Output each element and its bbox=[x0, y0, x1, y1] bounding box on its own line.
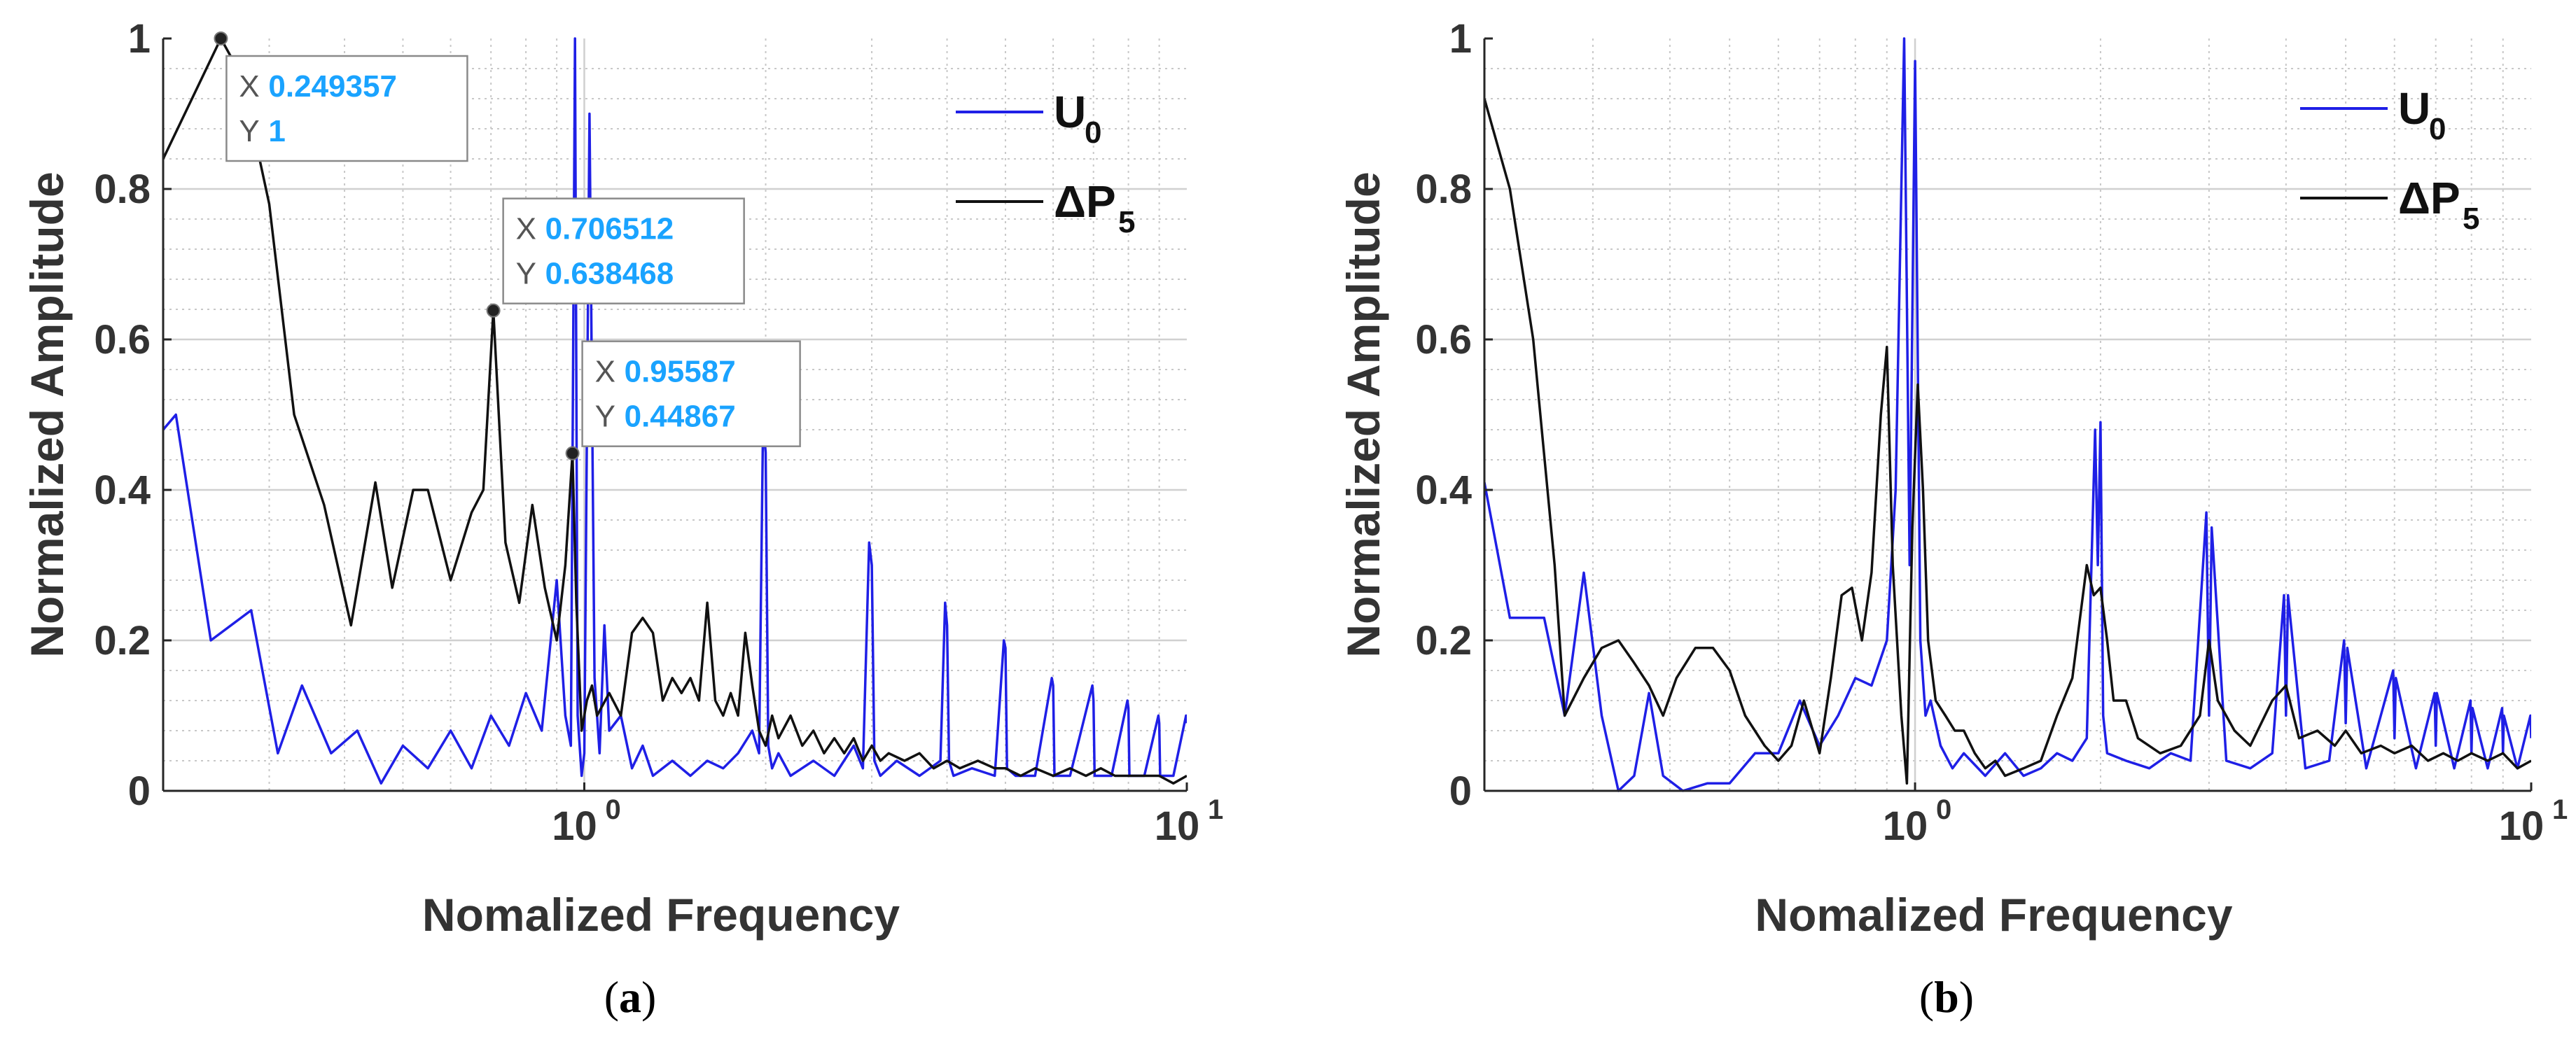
y-tick-label: 0.8 bbox=[94, 167, 151, 212]
x-tick-label: 10 bbox=[552, 803, 597, 849]
y-tick-label: 1 bbox=[1449, 16, 1472, 62]
series-line-u0 bbox=[163, 37, 1187, 785]
grid bbox=[1484, 38, 2531, 791]
caption-b: (b) bbox=[1919, 972, 1975, 1022]
x-tick-label: 10 bbox=[1155, 803, 1200, 849]
datatip-x-value: 0.706512 bbox=[545, 212, 674, 246]
caption-b-letter: b bbox=[1934, 972, 1959, 1022]
datatip-x-label: X bbox=[516, 212, 536, 246]
caption-a: (a) bbox=[604, 972, 657, 1022]
series-group bbox=[1484, 37, 2531, 792]
x-tick-exponent: 0 bbox=[1936, 794, 1951, 825]
y-tick-label: 0.4 bbox=[94, 468, 151, 513]
legend-label-dp5: ΔP bbox=[1054, 176, 1116, 227]
datatip-x-label: X bbox=[239, 69, 259, 104]
legend-subscript: 0 bbox=[1085, 115, 1101, 150]
chart-panel-a: 0 0.2 0.4 0.6 0.8 1 10 0 10 1 Nomalized Frequency N… bbox=[0, 0, 1260, 1040]
axes: 0 0.2 0.4 0.6 0.8 1 10 0 10 1 bbox=[1415, 16, 2568, 849]
datatip-x-label: X bbox=[595, 355, 615, 389]
x-tick-exponent: 1 bbox=[1208, 794, 1223, 825]
datatip-marker bbox=[486, 303, 501, 318]
y-tick-label: 1 bbox=[128, 16, 151, 62]
datatip-y-label: Y bbox=[595, 400, 615, 434]
legend: U0 ΔP 5 bbox=[956, 87, 1135, 239]
x-tick-exponent: 0 bbox=[605, 794, 620, 825]
series-line-dp5 bbox=[1484, 98, 2531, 785]
chart-b: 0 0.2 0.4 0.6 0.8 1 10 0 10 1 Nomalized Frequency N… bbox=[1337, 16, 2568, 941]
y-axis-label: Normalized Amplitude bbox=[1337, 171, 1389, 657]
datatip-marker bbox=[565, 446, 580, 461]
y-tick-label: 0.6 bbox=[1415, 317, 1472, 363]
legend-label-u0: U bbox=[2398, 83, 2430, 134]
x-axis-label: Nomalized Frequency bbox=[422, 889, 900, 941]
datatip-x-value: 0.249357 bbox=[268, 69, 397, 104]
series-group bbox=[163, 37, 1187, 785]
y-tick-label: 0 bbox=[1449, 768, 1472, 814]
legend-subscript: 0 bbox=[2429, 112, 2446, 146]
datatip-y-value: 1 bbox=[268, 114, 285, 148]
legend-label-u0: U bbox=[1054, 87, 1086, 137]
y-tick-label: 0.2 bbox=[94, 618, 151, 663]
y-tick-label: 0 bbox=[128, 768, 151, 814]
datatip-marker bbox=[214, 31, 228, 45]
y-tick-label: 0.2 bbox=[1415, 618, 1472, 663]
y-tick-label: 0.8 bbox=[1415, 167, 1472, 212]
legend: U0 ΔP 5 bbox=[2300, 83, 2479, 236]
x-tick-exponent: 1 bbox=[2552, 794, 2568, 825]
datatip-box bbox=[581, 340, 801, 447]
x-axis-label: Nomalized Frequency bbox=[1755, 889, 2232, 941]
datatip-y-label: Y bbox=[239, 114, 259, 148]
y-tick-label: 0.4 bbox=[1415, 468, 1472, 513]
datatip-box bbox=[225, 55, 468, 162]
chart-panel-b: 0 0.2 0.4 0.6 0.8 1 10 0 10 1 Nomalized Frequency N… bbox=[1316, 0, 2576, 1040]
x-tick-label: 10 bbox=[2499, 803, 2544, 849]
y-axis-label: Normalized Amplitude bbox=[21, 171, 73, 657]
legend-subscript: 5 bbox=[1118, 205, 1135, 239]
datatip-y-label: Y bbox=[516, 257, 536, 291]
series-line-dp5 bbox=[163, 37, 1187, 785]
y-tick-label: 0.6 bbox=[94, 317, 151, 363]
datatip-y-value: 0.44867 bbox=[625, 400, 736, 434]
caption-a-letter: a bbox=[619, 972, 641, 1022]
legend-label-dp5: ΔP bbox=[2398, 173, 2460, 223]
datatip-box bbox=[502, 197, 745, 304]
legend-subscript: 5 bbox=[2463, 202, 2479, 236]
series-line-u0 bbox=[1484, 37, 2531, 792]
datatip-y-value: 0.638468 bbox=[545, 257, 674, 291]
x-tick-label: 10 bbox=[1883, 803, 1928, 849]
datatip-x-value: 0.95587 bbox=[625, 355, 736, 389]
